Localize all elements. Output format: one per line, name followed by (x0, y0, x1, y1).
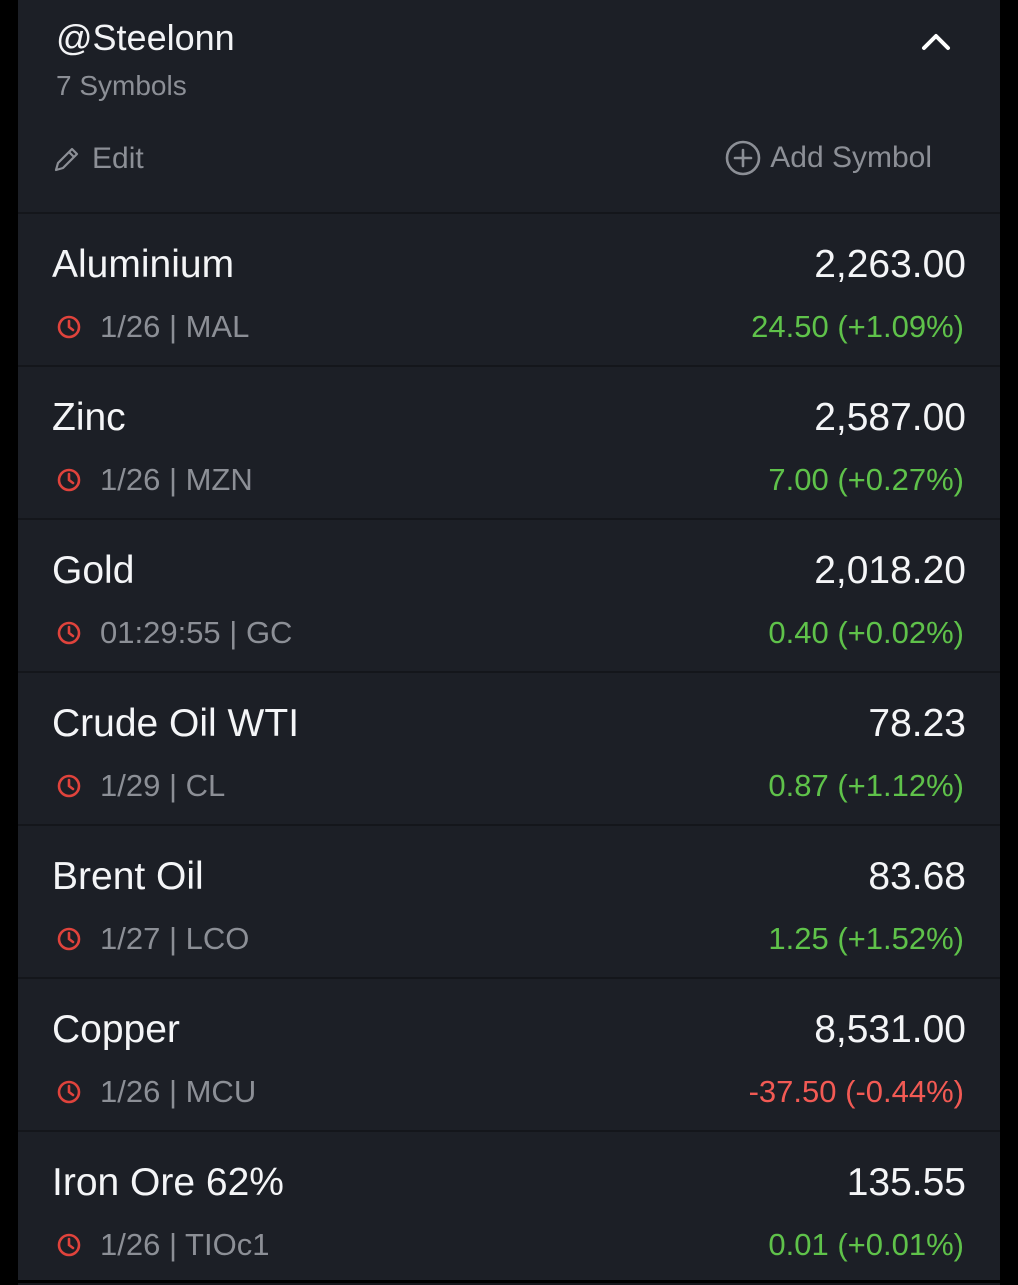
symbol-meta: 1/26 | MAL (56, 308, 249, 346)
symbol-price: 8,531.00 (814, 1008, 966, 1051)
symbol-row-copper[interactable]: Copper 8,531.00 1/26 | MCU -37.50 (-0.44… (18, 979, 1000, 1132)
add-symbol-button[interactable]: Add Symbol (724, 136, 932, 180)
symbol-date-ticker: 1/27 | LCO (100, 921, 250, 956)
symbol-price: 135.55 (846, 1161, 966, 1204)
plus-circle-icon (725, 140, 761, 176)
symbol-date-ticker: 1/29 | CL (100, 768, 226, 803)
symbol-change: 0.87 (+1.12%) (768, 768, 964, 803)
symbol-name: Gold (52, 549, 135, 592)
symbol-row-gold[interactable]: Gold 2,018.20 01:29:55 | GC 0.40 (+0.02%… (18, 520, 1000, 673)
symbol-change: 1.25 (+1.52%) (768, 921, 964, 956)
edit-label: Edit (92, 142, 144, 175)
collapse-button[interactable] (916, 22, 956, 62)
watchlist-title: @Steelonn (56, 17, 235, 58)
symbol-count: 7 Symbols (56, 70, 187, 101)
symbol-list: Aluminium 2,263.00 1/26 | MAL 24.50 (+1.… (18, 214, 1000, 1285)
symbol-change: 7.00 (+0.27%) (768, 462, 964, 497)
clock-icon (56, 1079, 82, 1105)
symbol-date-ticker: 01:29:55 | GC (100, 615, 293, 650)
symbol-price: 2,587.00 (814, 396, 966, 439)
symbol-meta: 1/27 | LCO (56, 920, 249, 958)
symbol-price: 78.23 (868, 702, 966, 745)
symbol-price: 83.68 (868, 855, 966, 898)
chevron-up-icon (922, 34, 950, 50)
symbol-price: 2,263.00 (814, 243, 966, 286)
add-symbol-label: Add Symbol (770, 141, 932, 174)
symbol-name: Aluminium (52, 243, 235, 286)
clock-icon (56, 1232, 82, 1258)
symbol-row-aluminium[interactable]: Aluminium 2,263.00 1/26 | MAL 24.50 (+1.… (18, 214, 1000, 367)
symbol-meta: 01:29:55 | GC (56, 614, 292, 652)
watchlist-header: @Steelonn 7 Symbols Edit Add Symbol (18, 0, 1000, 214)
clock-icon (56, 926, 82, 952)
watchlist-panel: @Steelonn 7 Symbols Edit Add Symbol Alum (18, 0, 1000, 1285)
symbol-meta: 1/26 | MZN (56, 461, 253, 499)
symbol-row-crude-oil-wti[interactable]: Crude Oil WTI 78.23 1/29 | CL 0.87 (+1.1… (18, 673, 1000, 826)
symbol-price: 2,018.20 (814, 549, 966, 592)
symbol-meta: 1/26 | TIOc1 (56, 1226, 269, 1264)
symbol-row-iron-ore[interactable]: Iron Ore 62% 135.55 1/26 | TIOc1 0.01 (+… (18, 1132, 1000, 1285)
symbol-date-ticker: 1/26 | MCU (100, 1074, 257, 1109)
clock-icon (56, 314, 82, 340)
symbol-change: 0.40 (+0.02%) (768, 615, 964, 650)
clock-icon (56, 773, 82, 799)
clock-icon (56, 620, 82, 646)
symbol-date-ticker: 1/26 | TIOc1 (100, 1227, 270, 1262)
symbol-date-ticker: 1/26 | MAL (100, 309, 250, 344)
symbol-name: Copper (52, 1008, 180, 1051)
symbol-change: 24.50 (+1.09%) (751, 309, 964, 344)
symbol-name: Crude Oil WTI (52, 702, 300, 745)
edit-button[interactable]: Edit (52, 138, 144, 180)
symbol-name: Brent Oil (52, 855, 204, 898)
symbol-row-brent-oil[interactable]: Brent Oil 83.68 1/27 | LCO 1.25 (+1.52%) (18, 826, 1000, 979)
symbol-change: 0.01 (+0.01%) (768, 1227, 964, 1262)
pencil-icon (54, 147, 79, 172)
clock-icon (56, 467, 82, 493)
symbol-name: Iron Ore 62% (52, 1161, 284, 1204)
symbol-change: -37.50 (-0.44%) (748, 1074, 964, 1109)
symbol-name: Zinc (52, 396, 126, 439)
symbol-meta: 1/29 | CL (56, 767, 225, 805)
symbol-row-zinc[interactable]: Zinc 2,587.00 1/26 | MZN 7.00 (+0.27%) (18, 367, 1000, 520)
symbol-date-ticker: 1/26 | MZN (100, 462, 253, 497)
symbol-meta: 1/26 | MCU (56, 1073, 256, 1111)
